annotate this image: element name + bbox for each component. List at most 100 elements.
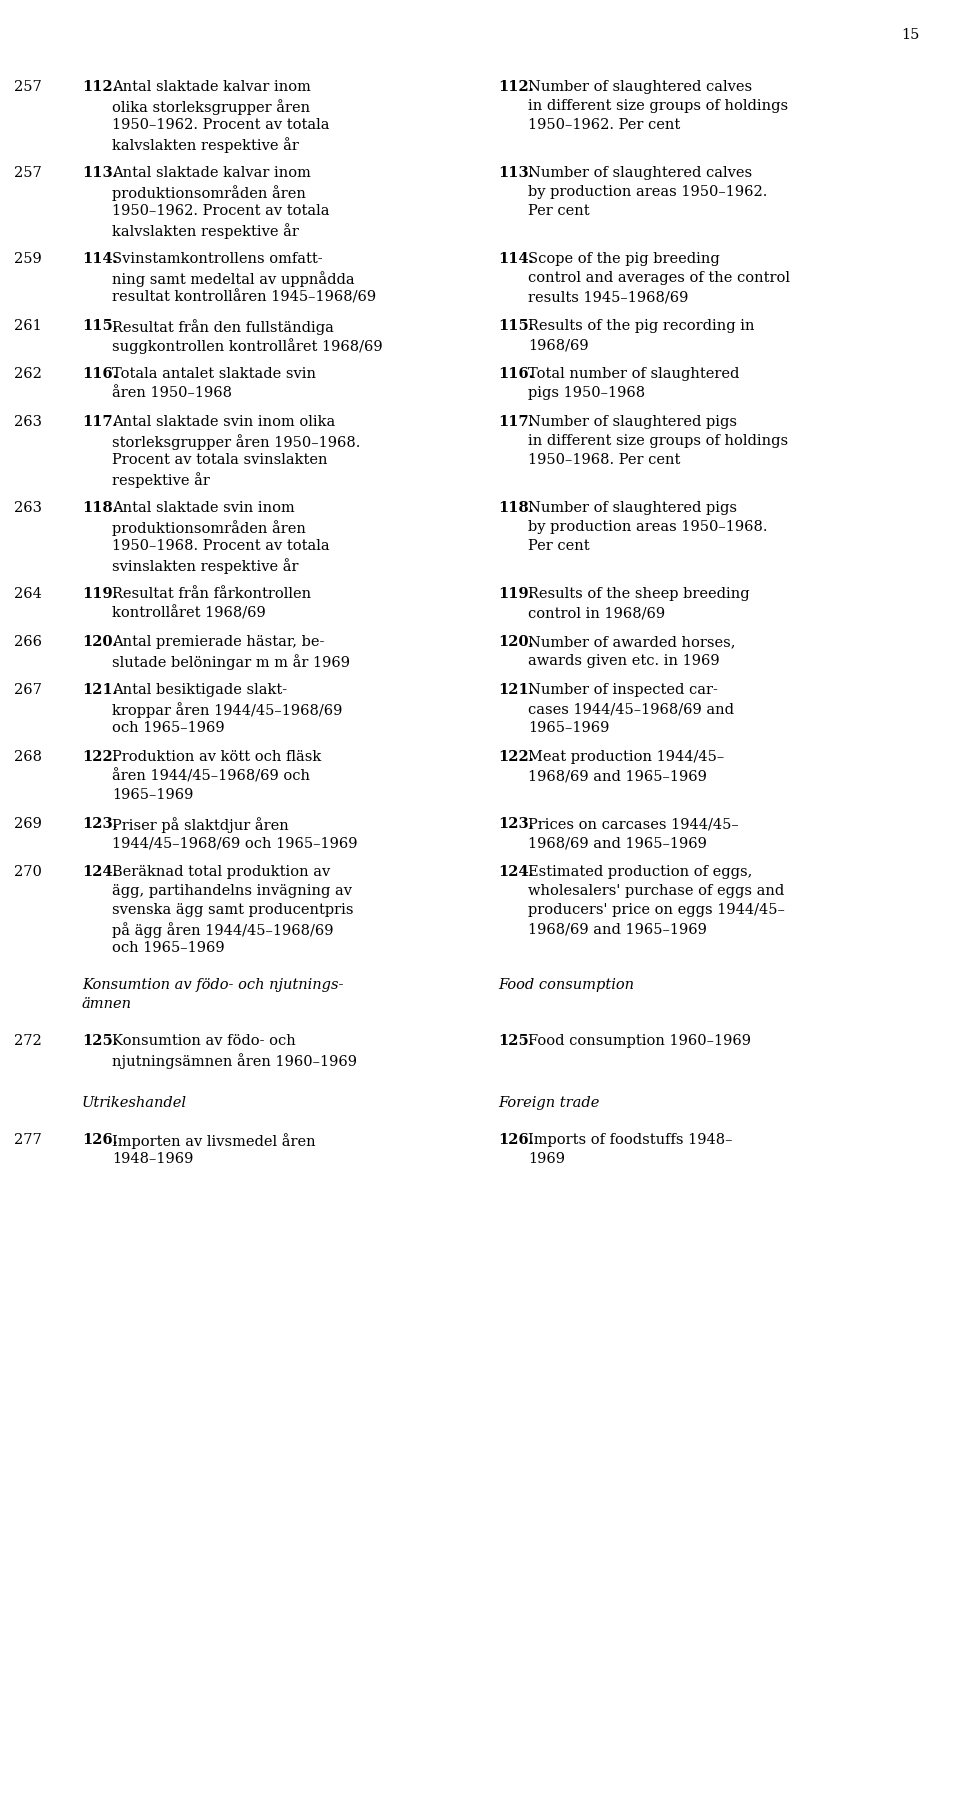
Text: 1950–1962. Per cent: 1950–1962. Per cent — [528, 117, 681, 132]
Text: resultat kontrollåren 1945–1968/69: resultat kontrollåren 1945–1968/69 — [112, 289, 376, 304]
Text: 1968/69: 1968/69 — [528, 338, 588, 352]
Text: 121.: 121. — [82, 683, 118, 698]
Text: 257: 257 — [14, 80, 42, 94]
Text: Antal besiktigade slakt-: Antal besiktigade slakt- — [112, 683, 287, 698]
Text: 262: 262 — [14, 367, 42, 381]
Text: Importen av livsmedel åren: Importen av livsmedel åren — [112, 1133, 316, 1149]
Text: control in 1968/69: control in 1968/69 — [528, 605, 665, 620]
Text: 264: 264 — [14, 587, 42, 602]
Text: 119.: 119. — [82, 587, 118, 602]
Text: Antal slaktade kalvar inom: Antal slaktade kalvar inom — [112, 166, 311, 181]
Text: Antal premierade hästar, be-: Antal premierade hästar, be- — [112, 634, 324, 649]
Text: 113.: 113. — [82, 166, 118, 181]
Text: 125.: 125. — [498, 1034, 534, 1048]
Text: kalvslakten respektive år: kalvslakten respektive år — [112, 222, 299, 239]
Text: 1950–1962. Procent av totala: 1950–1962. Procent av totala — [112, 117, 329, 132]
Text: in different size groups of holdings: in different size groups of holdings — [528, 99, 788, 114]
Text: 112.: 112. — [498, 80, 534, 94]
Text: in different size groups of holdings: in different size groups of holdings — [528, 434, 788, 448]
Text: 272: 272 — [14, 1034, 42, 1048]
Text: olika storleksgrupper åren: olika storleksgrupper åren — [112, 99, 310, 116]
Text: 126.: 126. — [498, 1133, 534, 1147]
Text: results 1945–1968/69: results 1945–1968/69 — [528, 289, 688, 304]
Text: 118.: 118. — [82, 501, 118, 515]
Text: och 1965–1969: och 1965–1969 — [112, 941, 225, 956]
Text: 1950–1962. Procent av totala: 1950–1962. Procent av totala — [112, 204, 329, 219]
Text: Antal slaktade kalvar inom: Antal slaktade kalvar inom — [112, 80, 311, 94]
Text: 270: 270 — [14, 866, 42, 878]
Text: Svinstamkontrollens omfatt-: Svinstamkontrollens omfatt- — [112, 251, 323, 266]
Text: 116.: 116. — [82, 367, 118, 381]
Text: 261: 261 — [14, 320, 42, 332]
Text: produktionsområden åren: produktionsområden åren — [112, 520, 306, 537]
Text: by production areas 1950–1968.: by production areas 1950–1968. — [528, 520, 767, 535]
Text: 267: 267 — [14, 683, 42, 698]
Text: 120.: 120. — [498, 634, 534, 649]
Text: wholesalers' purchase of eggs and: wholesalers' purchase of eggs and — [528, 884, 784, 898]
Text: Konsumtion av födo- och: Konsumtion av födo- och — [112, 1034, 296, 1048]
Text: Imports of foodstuffs 1948–: Imports of foodstuffs 1948– — [528, 1133, 732, 1147]
Text: Utrikeshandel: Utrikeshandel — [82, 1097, 187, 1109]
Text: kontrollåret 1968/69: kontrollåret 1968/69 — [112, 605, 266, 620]
Text: Food consumption: Food consumption — [498, 978, 634, 992]
Text: åren 1944/45–1968/69 och: åren 1944/45–1968/69 och — [112, 770, 310, 784]
Text: åren 1950–1968: åren 1950–1968 — [112, 387, 232, 399]
Text: control and averages of the control: control and averages of the control — [528, 271, 790, 286]
Text: pigs 1950–1968: pigs 1950–1968 — [528, 387, 645, 399]
Text: Scope of the pig breeding: Scope of the pig breeding — [528, 251, 720, 266]
Text: Estimated production of eggs,: Estimated production of eggs, — [528, 866, 753, 878]
Text: Produktion av kött och fläsk: Produktion av kött och fläsk — [112, 750, 322, 764]
Text: 1948–1969: 1948–1969 — [112, 1153, 193, 1166]
Text: 112.: 112. — [82, 80, 118, 94]
Text: ämnen: ämnen — [82, 997, 132, 1010]
Text: 269: 269 — [14, 817, 42, 831]
Text: 1965–1969: 1965–1969 — [112, 788, 193, 802]
Text: 259: 259 — [14, 251, 42, 266]
Text: 1965–1969: 1965–1969 — [528, 721, 610, 735]
Text: 116.: 116. — [498, 367, 534, 381]
Text: Totala antalet slaktade svin: Totala antalet slaktade svin — [112, 367, 316, 381]
Text: produktionsområden åren: produktionsområden åren — [112, 184, 306, 201]
Text: 126.: 126. — [82, 1133, 118, 1147]
Text: 120.: 120. — [82, 634, 117, 649]
Text: kroppar åren 1944/45–1968/69: kroppar åren 1944/45–1968/69 — [112, 701, 343, 717]
Text: Resultat från fårkontrollen: Resultat från fårkontrollen — [112, 587, 311, 602]
Text: 1968/69 and 1965–1969: 1968/69 and 1965–1969 — [528, 837, 707, 849]
Text: 277: 277 — [14, 1133, 42, 1147]
Text: 263: 263 — [14, 416, 42, 428]
Text: 114.: 114. — [498, 251, 534, 266]
Text: 124.: 124. — [82, 866, 118, 878]
Text: 114.: 114. — [82, 251, 118, 266]
Text: 123.: 123. — [82, 817, 118, 831]
Text: producers' price on eggs 1944/45–: producers' price on eggs 1944/45– — [528, 904, 785, 916]
Text: 1969: 1969 — [528, 1153, 565, 1166]
Text: 1950–1968. Procent av totala: 1950–1968. Procent av totala — [112, 538, 329, 553]
Text: Resultat från den fullständiga: Resultat från den fullständiga — [112, 320, 334, 334]
Text: respektive år: respektive år — [112, 472, 210, 488]
Text: 125.: 125. — [82, 1034, 118, 1048]
Text: Foreign trade: Foreign trade — [498, 1097, 599, 1109]
Text: 117.: 117. — [498, 416, 534, 428]
Text: 118.: 118. — [498, 501, 534, 515]
Text: 115.: 115. — [82, 320, 118, 332]
Text: 119.: 119. — [498, 587, 534, 602]
Text: Food consumption 1960–1969: Food consumption 1960–1969 — [528, 1034, 751, 1048]
Text: 257: 257 — [14, 166, 42, 181]
Text: på ägg åren 1944/45–1968/69: på ägg åren 1944/45–1968/69 — [112, 922, 333, 938]
Text: storleksgrupper åren 1950–1968.: storleksgrupper åren 1950–1968. — [112, 434, 360, 450]
Text: Antal slaktade svin inom: Antal slaktade svin inom — [112, 501, 295, 515]
Text: 268: 268 — [14, 750, 42, 764]
Text: 1950–1968. Per cent: 1950–1968. Per cent — [528, 454, 681, 466]
Text: Number of awarded horses,: Number of awarded horses, — [528, 634, 735, 649]
Text: Number of slaughtered calves: Number of slaughtered calves — [528, 80, 752, 94]
Text: Number of slaughtered pigs: Number of slaughtered pigs — [528, 416, 737, 428]
Text: 117.: 117. — [82, 416, 118, 428]
Text: och 1965–1969: och 1965–1969 — [112, 721, 225, 735]
Text: Per cent: Per cent — [528, 204, 589, 219]
Text: Total number of slaughtered: Total number of slaughtered — [528, 367, 739, 381]
Text: 115.: 115. — [498, 320, 534, 332]
Text: Number of inspected car-: Number of inspected car- — [528, 683, 718, 698]
Text: 121.: 121. — [498, 683, 534, 698]
Text: 15: 15 — [900, 27, 919, 42]
Text: suggkontrollen kontrollåret 1968/69: suggkontrollen kontrollåret 1968/69 — [112, 338, 383, 354]
